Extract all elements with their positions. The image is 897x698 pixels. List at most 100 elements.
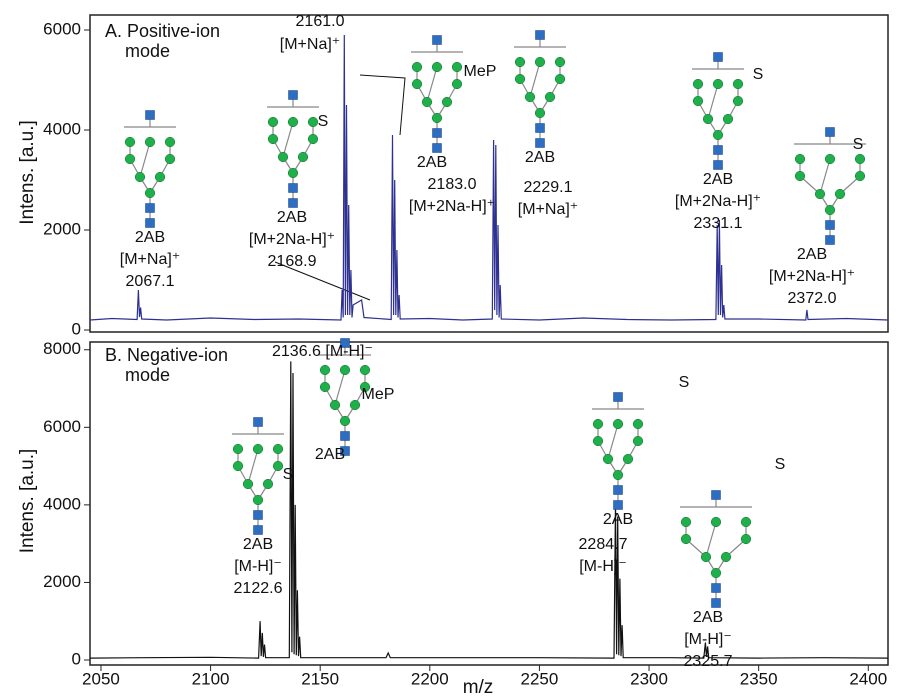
glycan-circle bbox=[144, 187, 156, 199]
x-tick-label: 2300 bbox=[630, 669, 668, 688]
annotation: 2AB bbox=[315, 446, 345, 463]
panel-label: A. Positive-ion bbox=[105, 21, 220, 41]
glycan-icon bbox=[794, 127, 866, 245]
glycan-circle bbox=[319, 364, 331, 376]
glycan-circle bbox=[534, 56, 546, 68]
glycan-circle bbox=[622, 453, 634, 465]
glycan-circle bbox=[612, 418, 624, 430]
annotation: S bbox=[775, 456, 786, 473]
glycan-circle bbox=[834, 188, 846, 200]
annotation: S bbox=[318, 113, 329, 130]
x-tick-label: 2350 bbox=[740, 669, 778, 688]
glycan-circle bbox=[421, 96, 433, 108]
glycan-circle bbox=[319, 381, 331, 393]
x-tick-label: 2100 bbox=[192, 669, 230, 688]
glycan-circle bbox=[592, 418, 604, 430]
annotation: 2136.6 [M-H]⁻ bbox=[272, 343, 373, 360]
glycan-square bbox=[340, 446, 350, 456]
glycan-circle bbox=[700, 551, 712, 563]
glycan-icon bbox=[232, 417, 284, 535]
glycan-circle bbox=[339, 415, 351, 427]
annotation: [M-H]⁻ bbox=[234, 558, 282, 575]
glycan-bond bbox=[819, 158, 831, 195]
annotation: S bbox=[753, 66, 764, 83]
glycan-circle bbox=[124, 153, 136, 165]
y-tick-label: 6000 bbox=[43, 417, 81, 436]
glycan-circle bbox=[124, 136, 136, 148]
y-tick-label: 2000 bbox=[43, 219, 81, 238]
glycan-square bbox=[432, 143, 442, 153]
annotation: [M+2Na-H]⁺ bbox=[409, 198, 495, 215]
glycan-circle bbox=[411, 61, 423, 73]
glycan-circle bbox=[794, 170, 806, 182]
glycan-bond bbox=[607, 423, 619, 460]
glycan-square bbox=[253, 510, 263, 520]
annotation: 2331.1 bbox=[694, 215, 743, 232]
glycan-circle bbox=[632, 435, 644, 447]
glycan-square bbox=[253, 417, 263, 427]
panel-label: mode bbox=[125, 41, 170, 61]
glycan-circle bbox=[534, 107, 546, 119]
glycan-square bbox=[432, 128, 442, 138]
panel-label: mode bbox=[125, 365, 170, 385]
glycan-circle bbox=[307, 133, 319, 145]
glycan-circle bbox=[514, 56, 526, 68]
x-tick-label: 2150 bbox=[301, 669, 339, 688]
glycan-circle bbox=[359, 381, 371, 393]
annotation: [M-H]⁻ bbox=[579, 558, 627, 575]
glycan-circle bbox=[272, 443, 284, 455]
glycan-circle bbox=[712, 78, 724, 90]
glycan-square bbox=[613, 485, 623, 495]
glycan-square bbox=[535, 123, 545, 133]
glycan-circle bbox=[267, 116, 279, 128]
annotation: 2229.1 bbox=[524, 179, 573, 196]
glycan-circle bbox=[307, 116, 319, 128]
glycan-square bbox=[340, 431, 350, 441]
glycan-square bbox=[711, 490, 721, 500]
glycan-circle bbox=[824, 153, 836, 165]
glycan-circle bbox=[164, 153, 176, 165]
glycan-circle bbox=[732, 78, 744, 90]
glycan-circle bbox=[252, 443, 264, 455]
y-tick-label: 0 bbox=[72, 319, 81, 338]
y-axis-title: Intens. [a.u.] bbox=[17, 449, 38, 554]
glycan-square bbox=[713, 145, 723, 155]
glycan-circle bbox=[272, 460, 284, 472]
annotation: 2AB bbox=[703, 171, 733, 188]
glycan-circle bbox=[732, 95, 744, 107]
glycan-circle bbox=[359, 364, 371, 376]
glycan-circle bbox=[702, 113, 714, 125]
annotation: 2067.1 bbox=[126, 273, 175, 290]
annotation: 2AB bbox=[243, 536, 273, 553]
glycan-square bbox=[432, 35, 442, 45]
glycan-bond bbox=[707, 83, 719, 120]
y-tick-label: 6000 bbox=[43, 19, 81, 38]
glycan-square bbox=[711, 583, 721, 593]
glycan-bond bbox=[705, 521, 717, 558]
glycan-circle bbox=[680, 533, 692, 545]
panel-frame bbox=[89, 14, 889, 333]
glycan-square bbox=[825, 127, 835, 137]
y-tick-label: 4000 bbox=[43, 119, 81, 138]
glycan-square bbox=[253, 525, 263, 535]
glycan-bond bbox=[282, 121, 294, 158]
glycan-square bbox=[145, 110, 155, 120]
y-tick-label: 0 bbox=[72, 649, 81, 668]
y-axis-title: Intens. [a.u.] bbox=[17, 120, 38, 225]
annotation: [M+2Na-H]⁺ bbox=[675, 193, 761, 210]
glycan-square bbox=[340, 338, 350, 348]
annotation: S bbox=[679, 374, 690, 391]
glycan-circle bbox=[232, 443, 244, 455]
annotation: 2183.0 bbox=[428, 176, 477, 193]
glycan-circle bbox=[824, 204, 836, 216]
annotation: 2168.9 bbox=[268, 253, 317, 270]
annotation: 2325.7 bbox=[684, 653, 733, 670]
glycan-circle bbox=[814, 188, 826, 200]
annotation: 2AB bbox=[417, 154, 447, 171]
glycan-icon bbox=[680, 490, 752, 608]
annotation: 2372.0 bbox=[788, 290, 837, 307]
annotation: 2AB bbox=[797, 246, 827, 263]
glycan-circle bbox=[794, 153, 806, 165]
glycan-circle bbox=[134, 171, 146, 183]
glycan-circle bbox=[339, 364, 351, 376]
